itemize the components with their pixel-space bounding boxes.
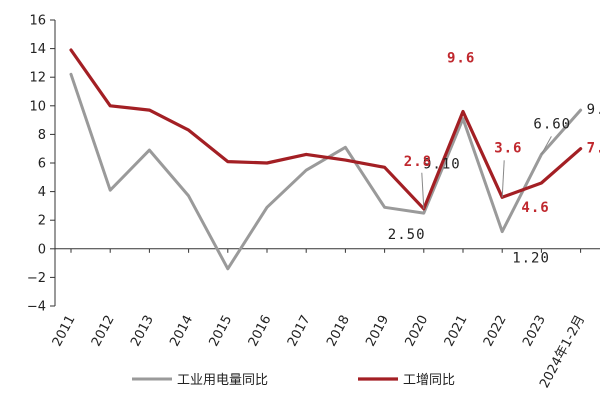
data-label: 9.7 xyxy=(587,102,600,118)
data-label: 4.6 xyxy=(521,200,549,216)
y-tick-label: 14 xyxy=(29,42,46,57)
series-layer xyxy=(69,48,583,271)
x-tick-label: 2011 xyxy=(50,313,79,349)
x-tick-label: 2014 xyxy=(167,313,196,349)
data-label: 2.50 xyxy=(388,227,426,243)
annotation-leader xyxy=(421,172,425,209)
data-label: 1.20 xyxy=(512,251,550,267)
y-tick-label: 8 xyxy=(38,128,46,143)
x-tick-label: 2012 xyxy=(89,313,118,349)
data-label: 7.0 xyxy=(587,141,600,157)
y-tick-label: 0 xyxy=(38,242,46,257)
y-tick-label: −2 xyxy=(27,271,46,286)
series-line-industrial-power xyxy=(69,72,583,271)
data-label: 6.60 xyxy=(533,116,571,132)
y-tick-label: 6 xyxy=(38,157,46,172)
annotation-leader xyxy=(540,136,552,155)
x-tick-label: 2018 xyxy=(324,313,353,349)
data-label: 2.8 xyxy=(404,154,432,170)
annotation-layer: 2.50 9.10 1.20 6.60 9.7 2.8 9.6 3.6 4.6 7.0 xyxy=(388,51,600,267)
x-tick-label: 2019 xyxy=(363,313,392,349)
x-tick-label: 2022 xyxy=(481,313,510,349)
x-tick-label: 2017 xyxy=(285,313,314,349)
x-tick-label: 2015 xyxy=(207,313,236,349)
legend: 工业用电量同比 工增同比 xyxy=(132,373,455,388)
x-tick-label: 2013 xyxy=(128,313,157,349)
annotation-leader xyxy=(501,160,505,198)
legend-label: 工增同比 xyxy=(403,373,455,388)
y-axis: −4 −2 0 2 4 6 8 10 12 14 16 xyxy=(27,14,56,315)
x-tick-label: 2021 xyxy=(442,313,471,349)
y-tick-label: 4 xyxy=(38,185,46,200)
y-tick-label: 2 xyxy=(38,214,46,229)
legend-label: 工业用电量同比 xyxy=(177,373,268,388)
data-label: 9.10 xyxy=(423,157,461,173)
x-tick-label: 2023 xyxy=(520,313,549,349)
x-tick-label: 2016 xyxy=(246,313,275,349)
series-line-industrial-output xyxy=(69,48,583,211)
data-label: 9.6 xyxy=(447,51,475,67)
data-label: 3.6 xyxy=(494,140,522,156)
x-axis: 2011 2012 2013 2014 2015 2016 2017 2018 2019 2020… xyxy=(50,248,600,391)
x-tick-label: 2020 xyxy=(403,313,432,349)
y-tick-label: 16 xyxy=(29,14,46,29)
y-tick-label: −4 xyxy=(27,300,46,315)
y-tick-label: 12 xyxy=(29,71,46,86)
y-tick-label: 10 xyxy=(29,99,46,114)
